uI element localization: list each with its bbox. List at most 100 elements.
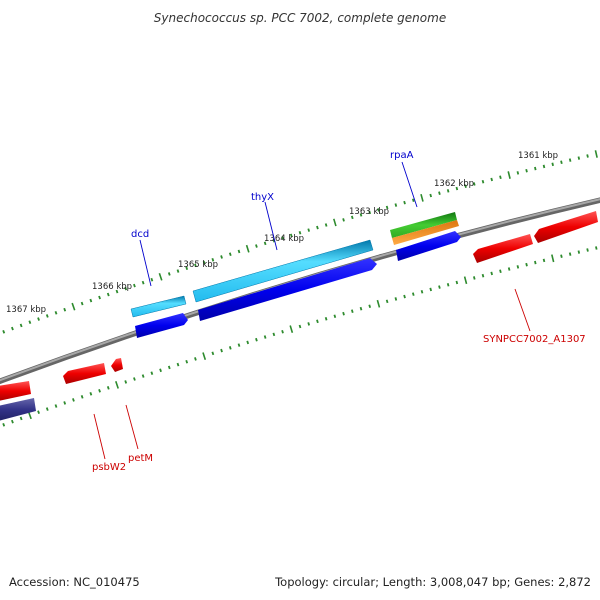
inner-minor-tick: [211, 351, 215, 356]
outer-minor-tick: [167, 272, 171, 276]
inner-minor-tick: [350, 309, 354, 313]
inner-minor-tick: [359, 306, 363, 311]
inner-major-tick: [202, 352, 207, 361]
feature-dcd-blue[interactable]: [135, 313, 188, 338]
tick-label-1361: 1361 kbp: [518, 151, 558, 161]
outer-minor-tick: [54, 311, 58, 315]
outer-minor-tick: [272, 238, 276, 243]
inner-major-tick: [289, 325, 294, 333]
gene-label-dcd[interactable]: dcd: [131, 229, 149, 240]
inner-minor-tick: [481, 273, 485, 278]
outer-minor-tick: [106, 292, 110, 297]
inner-minor-tick: [272, 332, 276, 337]
outer-major-tick: [420, 193, 424, 202]
outer-minor-tick: [385, 205, 389, 210]
leader-rpaA: [401, 161, 418, 208]
feature-synpcc-red-1[interactable]: [473, 234, 533, 263]
outer-minor-tick: [37, 317, 40, 321]
outer-minor-tick: [368, 210, 372, 215]
outer-minor-tick: [455, 186, 459, 191]
outer-minor-tick: [324, 223, 328, 227]
feature-psbW2-red[interactable]: [63, 363, 106, 384]
inner-minor-tick: [560, 254, 563, 258]
outer-minor-tick: [560, 160, 563, 164]
inner-minor-tick: [455, 280, 459, 285]
leader-thyX: [264, 201, 278, 251]
inner-minor-tick: [124, 380, 128, 384]
outer-minor-tick: [342, 218, 345, 222]
inner-minor-tick: [316, 319, 319, 324]
outer-minor-tick: [490, 177, 493, 182]
inner-minor-tick: [141, 374, 145, 378]
inner-tick-track: [2, 246, 598, 427]
outer-minor-tick: [525, 168, 528, 173]
outer-minor-tick: [377, 208, 380, 212]
inner-minor-tick: [507, 267, 511, 271]
gene-label-synpcc[interactable]: SYNPCC7002_A1307: [483, 334, 586, 345]
outer-major-tick: [333, 218, 337, 227]
outer-major-tick: [158, 272, 163, 281]
feature-synpcc-red-2[interactable]: [534, 211, 598, 243]
inner-minor-tick: [385, 299, 389, 304]
outer-tick-track: [2, 150, 598, 334]
inner-major-tick: [27, 411, 32, 420]
genome-summary-text: Topology: circular; Length: 3,008,047 bp…: [274, 575, 591, 589]
outer-minor-tick: [289, 233, 293, 238]
feature-left-red[interactable]: [0, 381, 31, 401]
feature-rpaA-orange[interactable]: [392, 220, 459, 245]
outer-minor-tick: [481, 179, 485, 184]
gene-label-rpaA[interactable]: rpaA: [390, 150, 414, 161]
inner-minor-tick: [263, 335, 267, 339]
outer-minor-tick: [473, 182, 476, 186]
inner-minor-tick: [411, 292, 415, 296]
outer-minor-tick: [499, 175, 502, 180]
outer-minor-tick: [551, 162, 554, 167]
feature-rpaA-green[interactable]: [390, 212, 457, 238]
outer-minor-tick: [220, 255, 223, 259]
outer-minor-tick: [194, 263, 197, 268]
outer-minor-tick: [586, 154, 589, 158]
gene-label-psbW2[interactable]: psbW2: [92, 462, 126, 473]
inner-minor-tick: [324, 316, 328, 321]
outer-minor-tick: [133, 283, 136, 288]
outer-major-tick: [594, 150, 598, 158]
inner-minor-tick: [342, 311, 345, 316]
inner-minor-tick: [98, 389, 101, 393]
inner-minor-tick: [255, 337, 258, 342]
outer-minor-tick: [464, 184, 467, 189]
outer-minor-tick: [141, 280, 145, 285]
inner-minor-tick: [185, 359, 189, 364]
leader-synpcc: [514, 288, 531, 332]
outer-minor-tick: [115, 289, 119, 294]
outer-minor-tick: [89, 298, 93, 303]
gene-label-thyX[interactable]: thyX: [251, 192, 274, 203]
feature-thyX-blue[interactable]: [198, 258, 377, 321]
tick-labels: 1367 kbp 1366 kbp 1365 kbp 1364 kbp 1363…: [6, 151, 558, 315]
feature-thyX-cyan[interactable]: [192, 239, 374, 303]
forward-features: [130, 212, 461, 338]
outer-minor-tick: [542, 164, 546, 169]
inner-minor-tick: [150, 371, 154, 375]
inner-minor-tick: [167, 365, 171, 370]
outer-major-tick: [71, 302, 76, 311]
outer-major-tick: [507, 171, 511, 179]
feature-dcd-cyan[interactable]: [130, 295, 187, 318]
map-title: Synechococcus sp. PCC 7002, complete gen…: [154, 11, 446, 25]
feature-rpaA-blue[interactable]: [396, 231, 461, 261]
feature-left-purple[interactable]: [0, 398, 36, 421]
inner-minor-tick: [159, 368, 162, 373]
inner-minor-tick: [429, 287, 432, 292]
feature-petM-red[interactable]: [111, 358, 123, 372]
inner-minor-tick: [333, 314, 337, 319]
inner-minor-tick: [595, 246, 598, 250]
tick-label-1364: 1364 kbp: [264, 234, 304, 244]
outer-minor-tick: [19, 323, 23, 328]
outer-minor-tick: [237, 249, 241, 254]
outer-minor-tick: [263, 241, 267, 246]
inner-minor-tick: [568, 252, 572, 256]
outer-minor-tick: [534, 166, 537, 171]
inner-minor-tick: [133, 377, 136, 381]
gene-label-petM[interactable]: petM: [128, 453, 153, 464]
tick-label-1367: 1367 kbp: [6, 305, 46, 315]
